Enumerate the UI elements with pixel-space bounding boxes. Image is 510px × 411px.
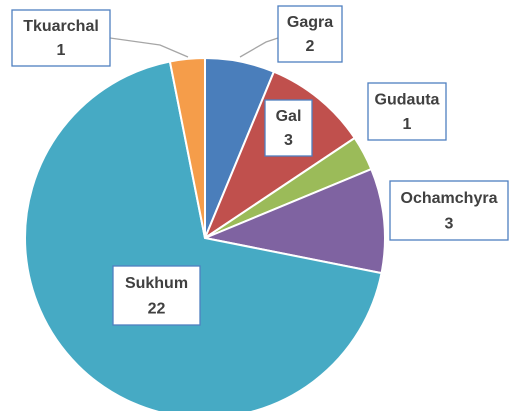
slice-label-value: 3 bbox=[445, 215, 454, 232]
pie-slice bbox=[201, 167, 386, 275]
label-box bbox=[367, 82, 447, 141]
slice-label-value: 3 bbox=[284, 132, 293, 149]
label-box bbox=[11, 9, 111, 67]
slice-label-name: Ochamchyra bbox=[401, 190, 498, 207]
slice-label-name: Gal bbox=[276, 108, 302, 125]
slice-label-name: Tkuarchal bbox=[23, 18, 99, 35]
slice-label-name: Gudauta bbox=[375, 91, 440, 108]
label-box bbox=[277, 5, 343, 63]
label-box bbox=[112, 265, 201, 326]
label-box bbox=[264, 99, 313, 157]
leader-line bbox=[109, 37, 189, 58]
slice-label-value: 22 bbox=[148, 300, 166, 317]
leader-line bbox=[239, 37, 279, 58]
slice-label-name: Gagra bbox=[287, 14, 333, 31]
slice-label-value: 2 bbox=[306, 38, 315, 55]
label-box bbox=[389, 180, 509, 241]
pie-slice bbox=[168, 56, 206, 239]
slice-label-value: 1 bbox=[57, 42, 66, 59]
slice-label-value: 1 bbox=[403, 116, 412, 133]
slice-label-name: Sukhum bbox=[125, 275, 188, 292]
